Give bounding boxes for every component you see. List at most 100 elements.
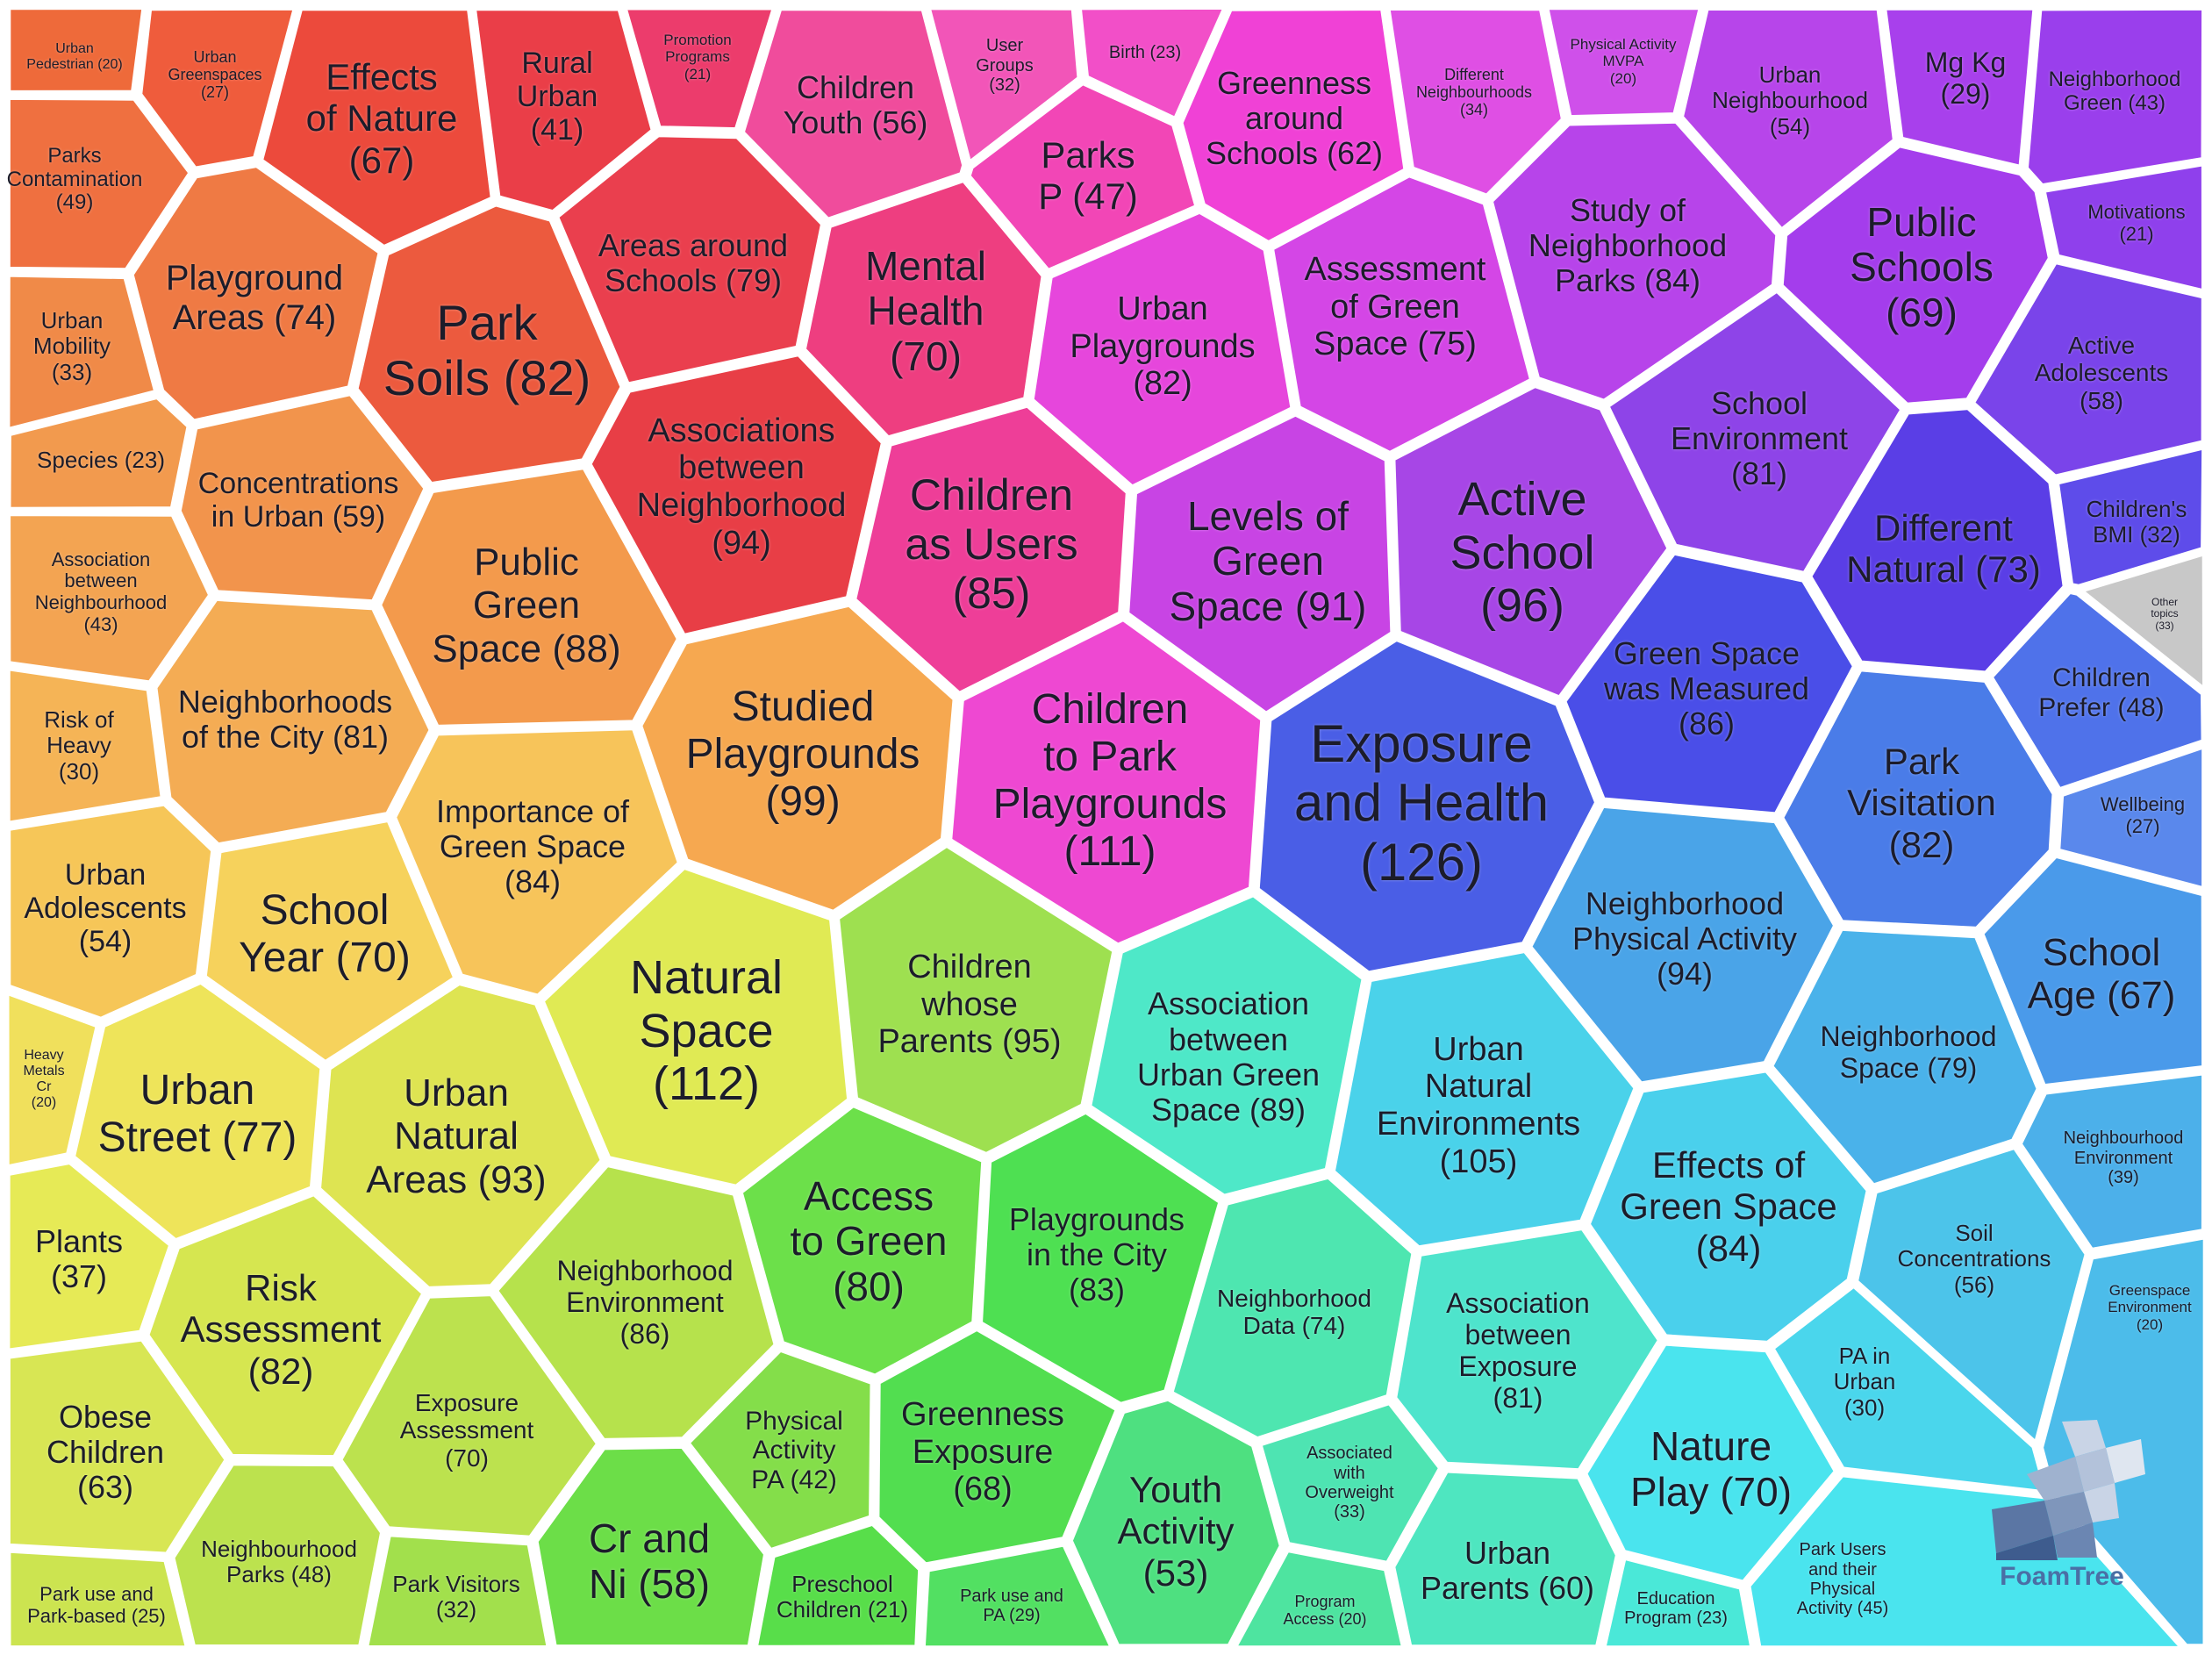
topic-label: Neighborhood Data (74) <box>1217 1284 1371 1339</box>
topic-cell[interactable] <box>1329 947 1639 1251</box>
topic-cell[interactable] <box>1561 549 1858 818</box>
topic-cell[interactable] <box>925 4 1083 167</box>
topic-cell[interactable] <box>1604 287 1906 577</box>
topic-cell[interactable] <box>947 616 1266 949</box>
topic-cell[interactable] <box>1600 1554 1756 1651</box>
topic-label: Playground Areas (74) <box>165 259 344 337</box>
topic-cell[interactable] <box>391 725 683 999</box>
topic-cell[interactable] <box>137 4 298 172</box>
topic-cell[interactable] <box>1543 4 1704 121</box>
topic-cell[interactable] <box>1987 588 2207 793</box>
topic-cell[interactable] <box>69 978 326 1244</box>
topic-cell[interactable] <box>1778 142 2053 408</box>
topic-cell[interactable] <box>1028 208 1296 491</box>
topic-cell[interactable] <box>152 595 434 849</box>
topic-cell[interactable] <box>1768 925 2042 1189</box>
topic-cell[interactable] <box>1178 5 1409 247</box>
topic-cell[interactable] <box>586 351 886 639</box>
topic-cell[interactable] <box>1254 635 1600 977</box>
topic-cell[interactable] <box>470 5 656 216</box>
topic-cell[interactable] <box>1124 411 1396 717</box>
topic-cell[interactable] <box>4 1336 230 1558</box>
topic-cell[interactable] <box>737 1102 987 1379</box>
topic-label: Associations between Neighborhood (94) <box>636 412 847 562</box>
topic-cell[interactable] <box>5 511 214 686</box>
topic-cell[interactable] <box>2022 4 2208 190</box>
topic-cell[interactable] <box>5 800 217 1022</box>
topic-cell[interactable] <box>1256 1400 1444 1566</box>
topic-cell[interactable] <box>874 1325 1120 1568</box>
topic-cell[interactable] <box>1231 1546 1407 1651</box>
topic-cell[interactable] <box>1269 172 1536 456</box>
topic-cell[interactable] <box>539 863 853 1190</box>
topic-cell[interactable] <box>851 402 1131 698</box>
topic-cell[interactable] <box>5 4 147 96</box>
topic-cell[interactable] <box>920 1541 1116 1651</box>
topic-label: Green Space was Measured (86) <box>1603 634 1810 742</box>
topic-cell[interactable] <box>2053 444 2208 590</box>
topic-cell[interactable] <box>492 1161 779 1444</box>
topic-cell[interactable] <box>1979 852 2208 1090</box>
topic-cell[interactable] <box>175 390 429 605</box>
foamtree-logo-icon <box>1992 1420 2145 1560</box>
topic-label: Risk of Heavy (30) <box>44 706 114 785</box>
topic-label: Exposure and Health (126) <box>1293 714 1550 892</box>
topic-cell[interactable] <box>1392 1224 1664 1474</box>
topic-cell[interactable] <box>752 1520 924 1651</box>
topic-cell[interactable] <box>1527 802 1839 1087</box>
topic-cell[interactable] <box>1067 1395 1285 1650</box>
topic-cell[interactable] <box>2077 550 2208 693</box>
topic-cell[interactable] <box>800 176 1047 441</box>
topic-cell[interactable] <box>5 1547 191 1651</box>
topic-cell[interactable] <box>353 201 626 488</box>
topic-cell[interactable] <box>684 1346 876 1554</box>
topic-cell[interactable] <box>554 132 827 388</box>
topic-cell[interactable] <box>4 665 166 827</box>
topic-cell[interactable] <box>1779 666 2058 932</box>
topic-cell[interactable] <box>1582 1340 1839 1586</box>
topic-label: Access to Green (80) <box>790 1172 948 1309</box>
topic-label: Urban Adolescents (54) <box>24 857 187 959</box>
topic-cell[interactable] <box>316 979 605 1292</box>
topic-cell[interactable] <box>201 816 459 1066</box>
topic-cell[interactable] <box>1390 383 1672 701</box>
topic-cell[interactable] <box>4 1158 175 1354</box>
topic-label: Public Schools (69) <box>1850 198 1994 335</box>
topic-cell[interactable] <box>621 4 777 133</box>
topic-cell[interactable] <box>1853 1143 2090 1447</box>
topic-cell[interactable] <box>1076 4 1228 123</box>
topic-cell[interactable] <box>1585 1067 1872 1346</box>
topic-cell[interactable] <box>128 162 383 425</box>
topic-cell[interactable] <box>2016 1070 2208 1253</box>
topic-cell[interactable] <box>965 80 1200 275</box>
topic-cell[interactable] <box>1678 4 1898 233</box>
topic-cell[interactable] <box>1390 1467 1621 1651</box>
topic-cell[interactable] <box>376 464 682 730</box>
topic-cell[interactable] <box>1487 118 1781 405</box>
topic-cell[interactable] <box>5 393 192 512</box>
topic-label: Importance of Green Space (84) <box>435 792 630 900</box>
topic-cell[interactable] <box>533 1443 770 1651</box>
topic-cell[interactable] <box>834 842 1118 1157</box>
topic-cell[interactable] <box>977 1108 1224 1408</box>
topic-cell[interactable] <box>1769 1282 2050 1496</box>
topic-label: Study of Neighborhood Parks (84) <box>1528 191 1728 299</box>
topic-cell[interactable] <box>258 5 496 251</box>
topic-cell[interactable] <box>362 1531 552 1651</box>
topic-cell[interactable] <box>2040 161 2207 295</box>
topic-cell[interactable] <box>144 1191 427 1461</box>
topic-cell[interactable] <box>4 989 101 1171</box>
topic-cell[interactable] <box>1969 259 2207 480</box>
topic-cell[interactable] <box>1881 4 2038 171</box>
topic-cell[interactable] <box>337 1291 602 1541</box>
topic-cell[interactable] <box>2055 743 2208 892</box>
topic-cell[interactable] <box>739 5 968 223</box>
topic-cell[interactable] <box>1807 405 2068 677</box>
topic-cell[interactable] <box>1086 892 1367 1200</box>
topic-cell[interactable] <box>4 271 160 433</box>
topic-cell[interactable] <box>169 1460 386 1650</box>
topic-cell[interactable] <box>1385 4 1566 199</box>
topic-cell[interactable] <box>637 601 958 915</box>
topic-cell[interactable] <box>4 94 194 274</box>
topic-cell[interactable] <box>1168 1173 1417 1443</box>
